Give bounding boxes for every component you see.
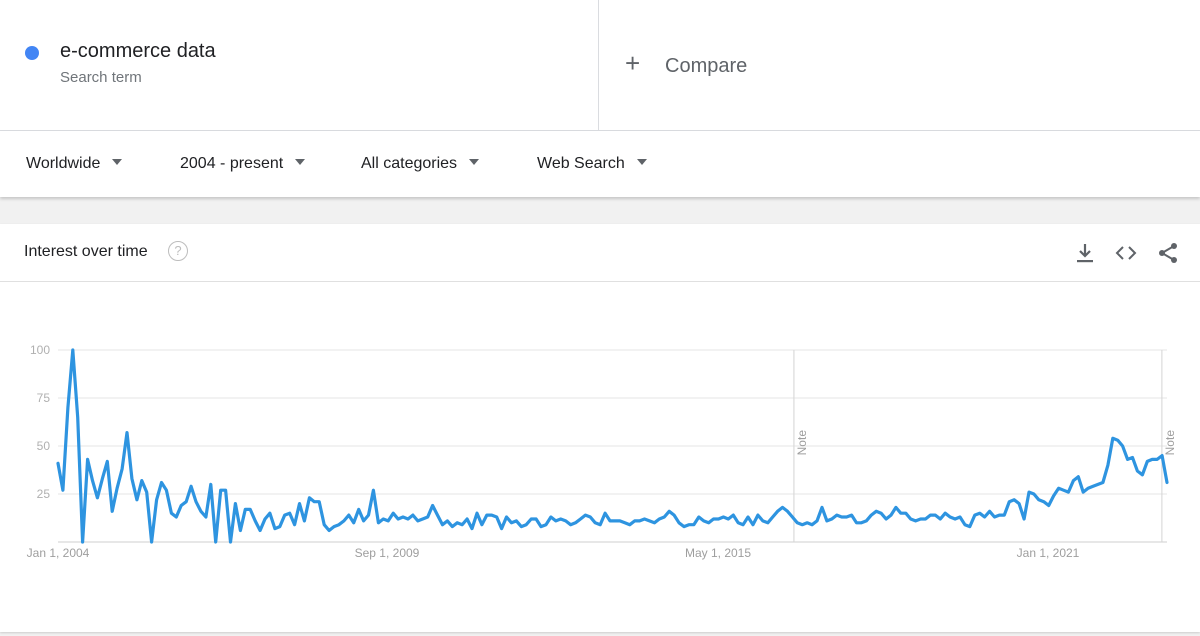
compare-button[interactable]: + Compare [599,0,1199,130]
dropdown-caret-icon [636,158,647,165]
y-tick-label: 75 [37,391,51,405]
time-range-filter-label: 2004 - present [180,155,284,172]
dropdown-caret-icon [112,158,123,165]
interest-line-chart: 25 50 75 100 Note Note Jan 1, 2004 Sep 1, 2009 M… [27,343,1177,560]
card-title: Interest over time [24,243,148,260]
card-header: Interest over time ? [0,224,1200,282]
download-icon[interactable] [1073,241,1097,265]
search-header: e-commerce data Search term + Compare [0,0,1200,131]
compare-label: Compare [665,55,748,77]
x-tick-label: May 1, 2015 [685,546,751,560]
share-icon[interactable] [1156,241,1180,265]
dropdown-caret-icon [295,158,306,165]
category-filter-label: All categories [361,155,458,172]
y-tick-label: 50 [37,439,51,453]
plus-icon: + [625,48,641,78]
y-tick-label: 100 [30,343,50,357]
y-tick-label: 25 [37,487,51,501]
search-type-filter[interactable]: Web Search [537,155,647,173]
dropdown-caret-icon [469,158,480,165]
embed-code-icon[interactable] [1114,241,1138,265]
category-filter[interactable]: All categories [361,155,480,173]
location-filter-label: Worldwide [26,155,101,172]
location-filter[interactable]: Worldwide [26,155,123,173]
search-term-card[interactable]: e-commerce data Search term [0,0,599,130]
series-color-dot [25,46,39,60]
help-icon[interactable]: ? [168,241,188,261]
x-tick-label: Jan 1, 2004 [27,546,90,560]
note-label: Note [795,430,809,456]
time-range-filter[interactable]: 2004 - present [180,155,306,173]
search-term-name: e-commerce data [60,40,216,62]
x-tick-label: Jan 1, 2021 [1017,546,1080,560]
search-term-subtitle: Search term [60,69,142,86]
search-type-filter-label: Web Search [537,155,625,172]
series-line [56,348,1169,544]
x-tick-label: Sep 1, 2009 [355,546,420,560]
note-label: Note [1163,430,1177,456]
filter-bar: Worldwide 2004 - present All categories … [0,131,1200,197]
interest-over-time-card: Interest over time ? 25 50 75 100 Note Note Ja… [0,224,1200,632]
